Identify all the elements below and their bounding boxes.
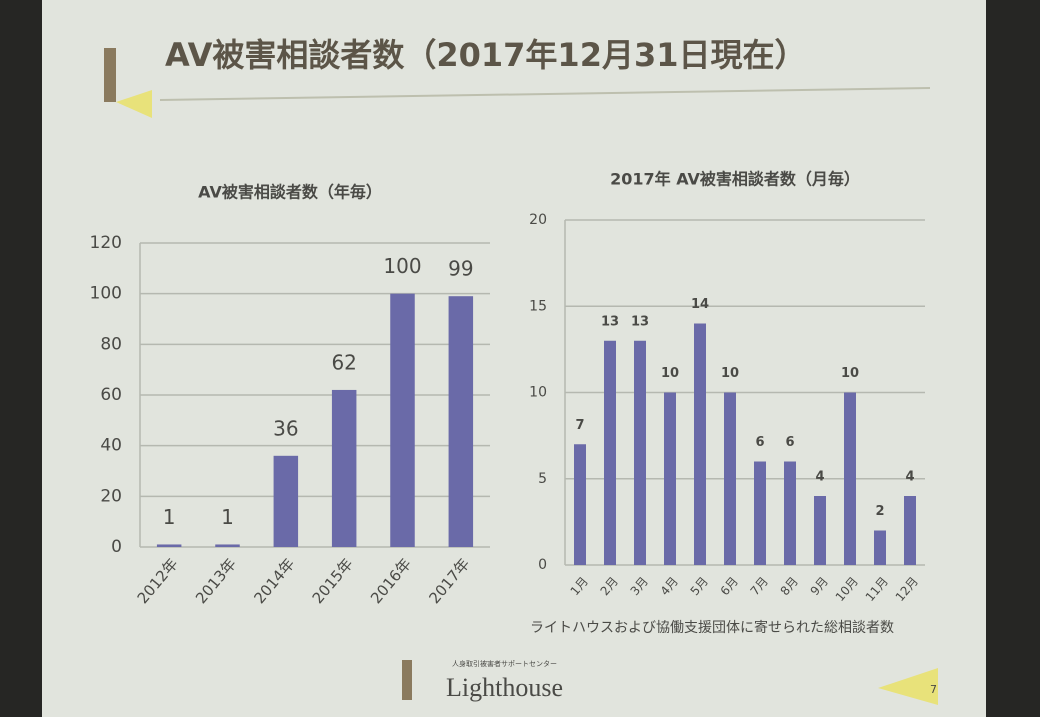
bar <box>664 392 676 565</box>
decor-triangle <box>116 90 152 118</box>
data-label: 4 <box>815 470 824 485</box>
bar <box>448 296 474 547</box>
logo: Lighthouse <box>446 673 563 702</box>
data-label: 100 <box>383 254 421 278</box>
data-label: 7 <box>575 418 584 433</box>
data-label: 13 <box>631 314 649 329</box>
logo-subtitle: 人身取引被害者サポートセンター <box>452 659 557 668</box>
data-label: 2 <box>875 504 884 519</box>
y-tick-label: 15 <box>529 298 547 314</box>
y-tick-label: 20 <box>529 212 547 228</box>
y-tick-label: 100 <box>90 284 122 304</box>
bar <box>331 389 357 547</box>
y-tick-label: 80 <box>100 334 122 354</box>
y-tick-label: 10 <box>529 385 547 401</box>
bar <box>574 444 586 565</box>
y-tick-label: 120 <box>90 233 122 253</box>
chart-title: 2017年 AV被害相談者数（月毎） <box>610 170 860 189</box>
bar <box>784 461 796 565</box>
bar <box>215 544 240 547</box>
chart-title: AV被害相談者数（年毎） <box>198 183 382 202</box>
data-label: 99 <box>448 257 473 281</box>
data-label: 1 <box>163 505 176 529</box>
data-label: 14 <box>691 297 709 312</box>
data-label: 36 <box>273 416 298 440</box>
y-tick-label: 20 <box>100 486 122 506</box>
bar <box>694 323 706 565</box>
data-label: 10 <box>721 366 739 381</box>
data-label: 6 <box>755 435 764 450</box>
y-tick-label: 0 <box>538 557 547 573</box>
bar <box>390 293 415 547</box>
page-number: 7 <box>930 683 937 696</box>
bar <box>604 340 616 565</box>
data-label: 4 <box>905 470 914 485</box>
bar <box>874 530 886 565</box>
bar <box>156 544 182 547</box>
decor-triangle <box>878 668 938 705</box>
bar <box>634 340 646 565</box>
bar <box>814 496 826 565</box>
bar <box>273 455 299 547</box>
bar <box>844 392 856 565</box>
data-label: 13 <box>601 314 619 329</box>
decor-bar <box>104 48 116 102</box>
footnote: ライトハウスおよび協働支援団体に寄せられた総相談者数 <box>530 619 894 636</box>
bar <box>754 461 766 565</box>
y-tick-label: 40 <box>100 436 122 456</box>
slide-title: AV被害相談者数（2017年12月31日現在） <box>165 36 807 74</box>
data-label: 10 <box>841 366 859 381</box>
y-tick-label: 0 <box>111 537 122 557</box>
bar <box>724 392 736 565</box>
y-tick-label: 5 <box>538 471 547 487</box>
logo-bar <box>402 660 412 700</box>
data-label: 62 <box>331 350 356 374</box>
title-rule <box>159 87 931 101</box>
y-tick-label: 60 <box>100 385 122 405</box>
data-label: 10 <box>661 366 679 381</box>
data-label: 1 <box>221 505 234 529</box>
data-label: 6 <box>785 435 794 450</box>
bar <box>904 496 916 565</box>
slide-background <box>42 0 986 717</box>
